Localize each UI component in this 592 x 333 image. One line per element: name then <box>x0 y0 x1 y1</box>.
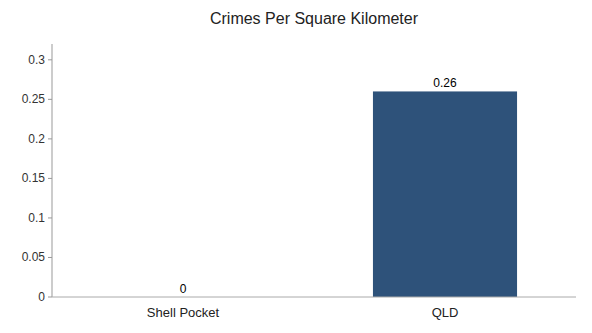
y-tick <box>48 178 52 179</box>
y-tick <box>48 138 52 139</box>
y-tick-label: 0.05 <box>22 250 46 264</box>
x-axis: Shell Pocket QLD <box>147 305 459 320</box>
y-tick-label: 0.1 <box>28 211 45 225</box>
y-tick <box>48 257 52 258</box>
bar <box>373 91 517 297</box>
y-tick <box>48 297 52 298</box>
y-tick <box>48 217 52 218</box>
x-axis-line <box>52 297 576 298</box>
chart-svg: Crimes Per Square Kilometer00.050.10.150… <box>0 0 592 333</box>
y-tick <box>48 99 52 100</box>
y-tick <box>48 59 52 60</box>
chart-title: Crimes Per Square Kilometer <box>210 10 419 27</box>
x-tick-label: Shell Pocket <box>147 305 220 320</box>
y-tick-label: 0.15 <box>22 171 46 185</box>
y-tick-label: 0.2 <box>28 132 45 146</box>
data-label: 0 <box>180 282 187 296</box>
data-labels: 00.26 <box>180 76 457 296</box>
y-tick-label: 0 <box>38 290 45 304</box>
y-axis-line <box>52 44 53 297</box>
chart-container: Crimes Per Square Kilometer00.050.10.150… <box>0 0 592 333</box>
y-tick-label: 0.3 <box>28 53 45 67</box>
bars <box>373 91 517 297</box>
data-label: 0.26 <box>433 76 457 90</box>
y-axis: 0 0.05 0.1 0.15 0.2 0.25 0.3 <box>22 44 52 304</box>
x-tick-label: QLD <box>432 305 459 320</box>
y-tick-label: 0.25 <box>22 92 46 106</box>
